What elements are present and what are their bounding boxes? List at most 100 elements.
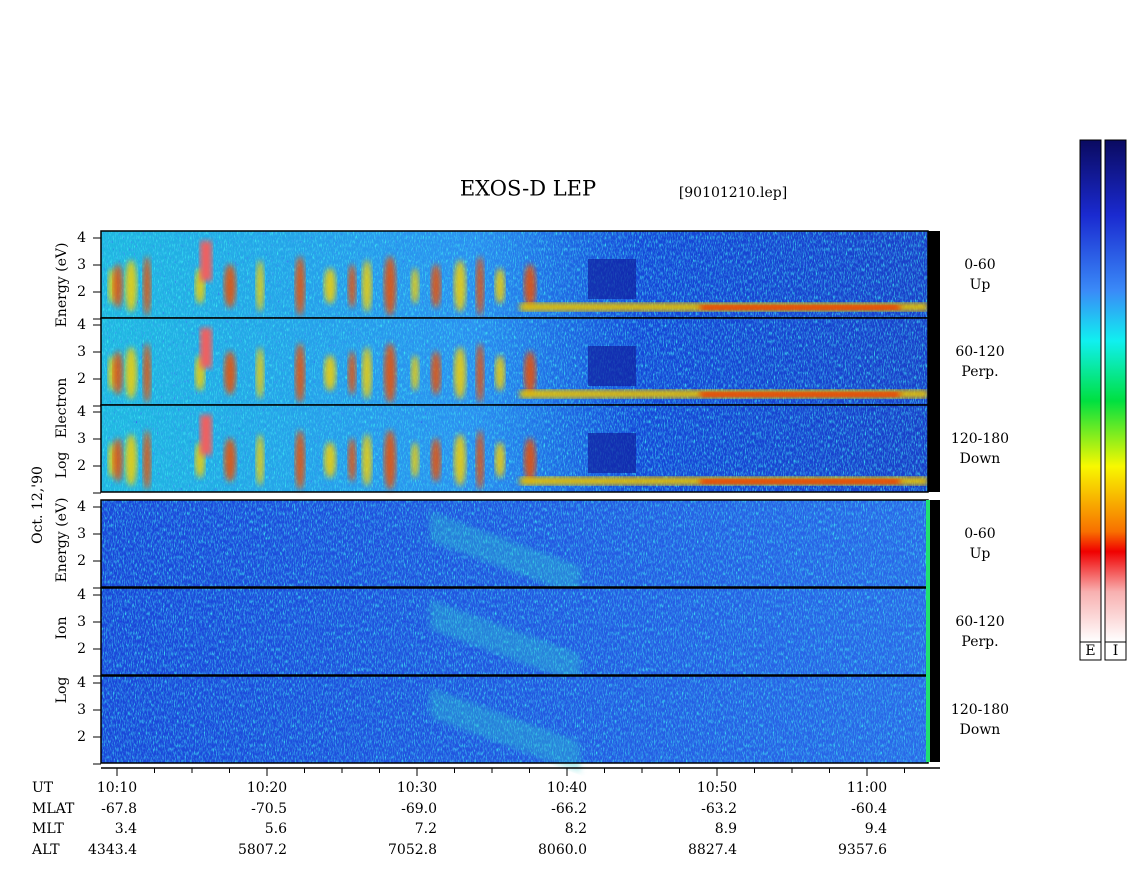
y-axis-label: Electron bbox=[54, 378, 70, 439]
y-tick-label: 2 bbox=[77, 371, 86, 387]
spectrogram-feature bbox=[454, 260, 466, 312]
direction: Perp. bbox=[961, 364, 998, 380]
table-value: -67.8 bbox=[101, 801, 137, 817]
spectrogram-feature bbox=[384, 430, 396, 490]
date-label: Oct. 12,'90 bbox=[30, 466, 46, 544]
row-header: MLT bbox=[32, 821, 64, 837]
spectrogram-feature bbox=[143, 343, 151, 403]
spectrogram-feature bbox=[295, 343, 305, 403]
spectrogram-feature bbox=[324, 442, 336, 478]
spectrogram-feature bbox=[113, 438, 123, 482]
table-value: -60.4 bbox=[851, 801, 887, 817]
spectrogram-feature bbox=[524, 264, 536, 308]
colorbar-label: E bbox=[1085, 643, 1095, 659]
ut-label: 10:50 bbox=[697, 780, 737, 796]
y-tick-label: 3 bbox=[77, 526, 86, 542]
spectrogram-feature bbox=[113, 351, 123, 395]
spectrogram-feature bbox=[495, 268, 505, 304]
spectrogram-feature bbox=[495, 442, 505, 478]
y-tick-label: 4 bbox=[77, 230, 86, 246]
y-axis-label: Log bbox=[54, 677, 70, 704]
spectrogram-feature bbox=[362, 260, 372, 312]
table-value: 9357.6 bbox=[838, 842, 887, 858]
spectrogram-feature bbox=[454, 347, 466, 399]
direction: Down bbox=[960, 722, 1001, 738]
spectrogram-feature bbox=[200, 328, 212, 368]
spectrogram-feature bbox=[224, 438, 236, 482]
table-value: 8060.0 bbox=[538, 842, 587, 858]
y-tick-label: 3 bbox=[77, 614, 86, 630]
spectrogram-feature bbox=[588, 433, 636, 473]
spectrogram-feature bbox=[362, 434, 372, 486]
spectrogram-feature bbox=[588, 259, 636, 299]
ut-label: 10:10 bbox=[97, 780, 137, 796]
chart-title: EXOS-D LEP bbox=[460, 177, 596, 201]
edge-bar bbox=[926, 500, 930, 762]
ut-label: 10:40 bbox=[547, 780, 587, 796]
table-value: -69.0 bbox=[401, 801, 437, 817]
pitch-angle: 120-180 bbox=[951, 431, 1009, 447]
ut-label: 10:30 bbox=[397, 780, 437, 796]
table-value: 8.9 bbox=[715, 821, 737, 837]
spectrogram-feature bbox=[524, 438, 536, 482]
spectrogram-feature bbox=[476, 256, 484, 316]
colorbar bbox=[1104, 139, 1127, 643]
spectrogram-feature bbox=[411, 355, 419, 391]
table-value: 5807.2 bbox=[238, 842, 287, 858]
spectrogram-feature bbox=[384, 256, 396, 316]
spectrogram-feature bbox=[143, 256, 151, 316]
spectrogram-feature bbox=[588, 346, 636, 386]
spectrogram-feature bbox=[125, 434, 137, 486]
y-axis-label: Ion bbox=[54, 617, 70, 640]
spectrogram-feature bbox=[125, 347, 137, 399]
y-tick-label: 3 bbox=[77, 257, 86, 273]
row-header: ALT bbox=[31, 842, 60, 858]
spectrogram-feature bbox=[454, 434, 466, 486]
table-value: 9.4 bbox=[865, 821, 887, 837]
spectrogram-feature bbox=[348, 264, 356, 308]
ut-label: 11:00 bbox=[847, 780, 887, 796]
spectrogram-band bbox=[700, 392, 900, 397]
table-value: 5.6 bbox=[265, 821, 287, 837]
spectrogram-feature bbox=[324, 268, 336, 304]
pitch-angle: 60-120 bbox=[955, 614, 1004, 630]
table-value: 7.2 bbox=[415, 821, 437, 837]
y-axis-label: Energy (eV) bbox=[54, 243, 70, 328]
y-tick-label: 4 bbox=[77, 587, 86, 603]
spectrogram-feature bbox=[495, 355, 505, 391]
edge-bar bbox=[928, 500, 940, 762]
spectrogram-feature bbox=[256, 347, 264, 399]
spectrogram-band bbox=[700, 479, 900, 484]
y-tick-label: 3 bbox=[77, 702, 86, 718]
file-name: [90101210.lep] bbox=[679, 185, 787, 201]
y-tick-label: 4 bbox=[77, 675, 86, 691]
direction: Up bbox=[970, 277, 991, 293]
spectrogram-band bbox=[700, 305, 900, 310]
row-header: UT bbox=[32, 780, 54, 796]
spectrogram-feature bbox=[476, 430, 484, 490]
y-tick-label: 2 bbox=[77, 284, 86, 300]
y-tick-label: 4 bbox=[77, 499, 86, 515]
y-axis-label: Energy (eV) bbox=[54, 498, 70, 583]
spectrogram-feature bbox=[430, 511, 580, 597]
y-tick-label: 2 bbox=[77, 458, 86, 474]
row-header: MLAT bbox=[32, 801, 75, 817]
pitch-angle: 0-60 bbox=[964, 257, 995, 273]
spectrogram-feature bbox=[362, 347, 372, 399]
direction: Perp. bbox=[961, 634, 998, 650]
table-value: -63.2 bbox=[701, 801, 737, 817]
table-value: 4343.4 bbox=[88, 842, 137, 858]
table-value: 3.4 bbox=[115, 821, 137, 837]
spectrogram-feature bbox=[476, 343, 484, 403]
spectrogram-feature bbox=[431, 351, 441, 395]
spectrogram-feature bbox=[431, 264, 441, 308]
spectrogram-feature bbox=[224, 264, 236, 308]
spectrogram-feature bbox=[224, 351, 236, 395]
spectrogram-feature bbox=[430, 599, 580, 685]
table-value: 7052.8 bbox=[388, 842, 437, 858]
y-tick-label: 2 bbox=[77, 641, 86, 657]
spectrogram-feature bbox=[411, 442, 419, 478]
spectrogram-feature bbox=[113, 264, 123, 308]
spectrogram-feature bbox=[524, 351, 536, 395]
